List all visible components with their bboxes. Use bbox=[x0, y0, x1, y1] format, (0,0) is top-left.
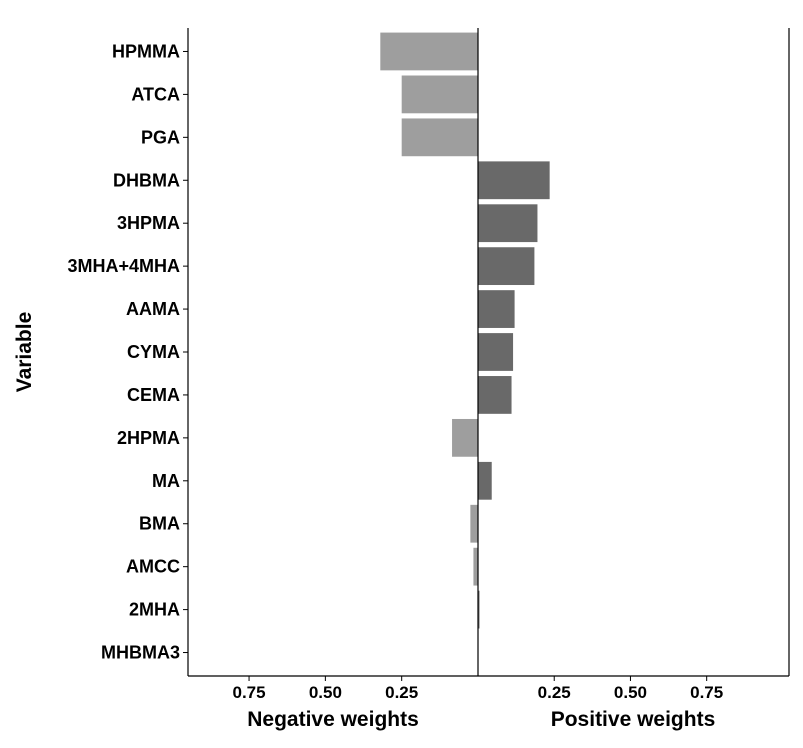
x-tick-label-negative: 0.50 bbox=[309, 683, 342, 702]
bar-negative-pga bbox=[401, 118, 478, 157]
category-label-cyma: CYMA bbox=[127, 342, 180, 362]
x-tick-label-positive: 0.75 bbox=[690, 683, 723, 702]
category-label-3mha-4mha: 3MHA+4MHA bbox=[67, 256, 180, 276]
category-label-2mha: 2MHA bbox=[129, 600, 180, 620]
bar-negative-atca bbox=[401, 75, 478, 114]
category-label-3hpma: 3HPMA bbox=[117, 213, 180, 233]
category-label-atca: ATCA bbox=[131, 84, 180, 104]
category-label-ma: MA bbox=[152, 471, 180, 491]
category-label-dhbma: DHBMA bbox=[113, 170, 180, 190]
category-label-cema: CEMA bbox=[127, 385, 180, 405]
x-axis-title-negative: Negative weights bbox=[247, 708, 419, 731]
bar-positive-cema bbox=[478, 376, 512, 414]
bar-positive-ma bbox=[478, 461, 492, 500]
bar-positive-2mha bbox=[478, 590, 480, 629]
category-label-aama: AAMA bbox=[126, 299, 180, 319]
bar-positive-aama bbox=[478, 290, 515, 328]
x-tick-label-negative: 0.25 bbox=[385, 683, 418, 702]
category-label-2hpma: 2HPMA bbox=[117, 428, 180, 448]
category-label-mhbma3: MHBMA3 bbox=[101, 643, 180, 663]
category-label-pga: PGA bbox=[141, 127, 180, 147]
bars bbox=[380, 32, 550, 629]
x-tick-label-positive: 0.50 bbox=[614, 683, 647, 702]
bar-negative-2hpma bbox=[452, 418, 478, 457]
bar-negative-bma bbox=[470, 504, 478, 543]
x-tick-label-positive: 0.25 bbox=[538, 683, 571, 702]
bar-negative-hpmma bbox=[380, 32, 478, 71]
y-axis-title: Variable bbox=[13, 312, 36, 393]
category-label-amcc: AMCC bbox=[126, 557, 180, 577]
category-label-bma: BMA bbox=[139, 514, 180, 534]
bar-negative-amcc bbox=[473, 547, 478, 586]
bar-positive-dhbma bbox=[478, 161, 550, 200]
category-label-hpmma: HPMMA bbox=[112, 41, 180, 61]
x-tick-label-negative: 0.75 bbox=[233, 683, 266, 702]
category-labels: HPMMA ATCA PGA DHBMA 3HPMA 3MHA+4MHA AAMA CYMA C… bbox=[67, 41, 188, 663]
bar-positive-cyma bbox=[478, 333, 514, 371]
bar-positive-3mha-4mha bbox=[478, 247, 535, 286]
bar-positive-3hpma bbox=[478, 204, 538, 243]
x-ticks: 0.75 0.50 0.25 0.25 0.50 0.75 bbox=[233, 676, 723, 702]
x-axis-title-positive: Positive weights bbox=[551, 708, 716, 731]
